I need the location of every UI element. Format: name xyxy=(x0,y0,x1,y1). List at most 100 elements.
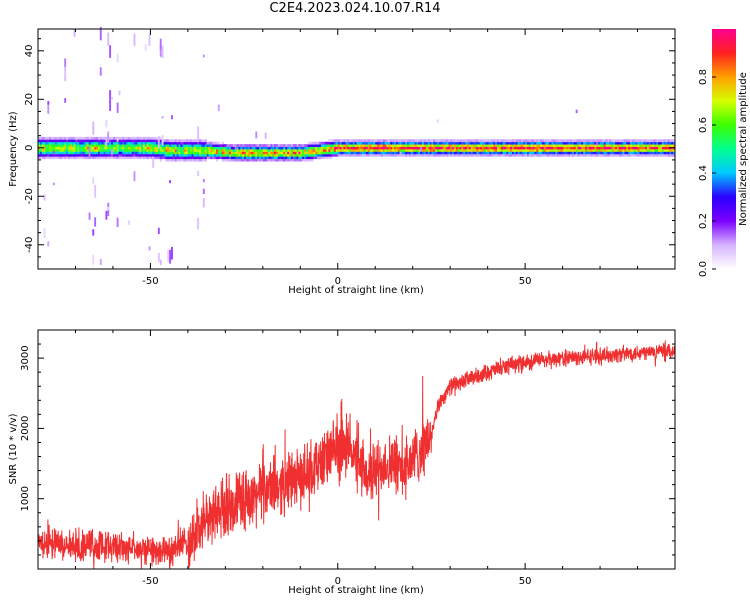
spectrogram-cell xyxy=(195,139,198,143)
spectrogram-cell xyxy=(92,153,95,157)
spectrogram-cell xyxy=(633,146,637,150)
spectrogram-cell xyxy=(322,149,326,152)
spectrogram-cell xyxy=(663,139,667,143)
spectrogram-cell xyxy=(517,151,520,155)
spectrogram-cell xyxy=(112,146,116,150)
spectrogram-cell xyxy=(510,139,513,143)
spectrogram-cell xyxy=(577,153,580,157)
spectrogram-cell xyxy=(352,146,356,150)
spectrogram-cell xyxy=(562,144,565,147)
spectrogram-cell xyxy=(146,153,149,157)
spectrogram-cell xyxy=(69,149,73,152)
spectrogram-cell xyxy=(562,146,565,150)
spectrogram-cell xyxy=(88,139,91,143)
spectrogram-cell xyxy=(418,151,421,155)
spectrogram-cell xyxy=(335,151,339,155)
spectrogram-cell xyxy=(472,144,475,147)
spectrogram-cell xyxy=(330,156,333,160)
spectrogram-cell xyxy=(320,156,324,160)
spectrogram-cell xyxy=(223,158,226,162)
spectrogram-cell xyxy=(92,156,95,160)
spectrogram-cell xyxy=(144,141,148,145)
spectrogram-cell xyxy=(107,144,110,147)
spectrogram-cell xyxy=(444,149,447,152)
spectrogram-cell xyxy=(255,144,258,147)
spectrogram-cell xyxy=(639,146,642,150)
spectrogram-cell xyxy=(92,149,95,152)
spectrogram-cell xyxy=(478,153,481,157)
spectrogram-cell xyxy=(465,149,468,152)
spectrogram-cell xyxy=(422,149,425,152)
spectrogram-cell xyxy=(448,153,451,157)
spectrogram-cell xyxy=(283,156,286,160)
spectrogram-cell xyxy=(191,153,194,157)
spectrogram-cell xyxy=(543,144,547,147)
spectrogram-cell xyxy=(135,139,138,143)
spectrogram-cell xyxy=(620,141,623,145)
spectrogram-cell xyxy=(545,144,548,147)
spectrogram-cell xyxy=(189,149,193,152)
spectrogram-cell xyxy=(287,146,290,150)
spectrogram-cell xyxy=(275,151,279,155)
spectrogram-cell xyxy=(135,141,138,145)
spectrogram-cell xyxy=(150,149,153,152)
spectrogram-cell xyxy=(540,139,543,143)
spectrogram-cell xyxy=(210,141,213,145)
spectrogram-cell xyxy=(58,153,61,157)
spectrogram-cell xyxy=(671,141,674,145)
spectrogram-cell xyxy=(358,146,361,150)
spectrogram-cell xyxy=(305,151,309,155)
spectrogram-cell xyxy=(365,149,369,152)
spectrogram-cell xyxy=(386,149,389,152)
spectrogram-cell xyxy=(167,158,170,162)
spectrogram-cell xyxy=(635,141,638,145)
spectrogram-speckle xyxy=(169,249,172,264)
spectrogram-cell xyxy=(495,146,498,150)
spectrogram-cell xyxy=(519,144,522,147)
spectrogram-cell xyxy=(665,151,668,155)
spectrogram-cell xyxy=(497,149,500,152)
spectrogram-cell xyxy=(86,149,89,152)
spectrogram-cell xyxy=(287,158,290,162)
spectrogram-cell xyxy=(339,144,342,147)
spectrogram-cell xyxy=(116,144,119,147)
spectrogram-cell xyxy=(356,141,359,145)
spectrogram-cell xyxy=(590,153,593,157)
spectrogram-cell xyxy=(440,146,444,150)
spectrogram-cell xyxy=(206,141,209,145)
spectrogram-speckle xyxy=(47,241,50,247)
spectrogram-cell xyxy=(180,139,183,143)
spectrogram-cell xyxy=(204,146,208,150)
spectrogram-cell xyxy=(474,151,477,155)
spectrogram-cell xyxy=(506,153,509,157)
spectrogram-cell xyxy=(407,153,410,157)
spectrogram-cell xyxy=(139,144,142,147)
spectrogram-cell xyxy=(307,149,311,152)
spectrogram-cell xyxy=(483,139,487,143)
spectrogram-cell xyxy=(369,141,372,145)
spectrogram-cell xyxy=(435,153,438,157)
spectrogram-cell xyxy=(457,144,460,147)
spectrogram-cell xyxy=(126,136,129,140)
x-tick-label: -50 xyxy=(142,576,158,587)
spectrogram-cell xyxy=(354,141,357,145)
spectrogram-cell xyxy=(124,151,127,155)
spectrogram-cell xyxy=(195,151,198,155)
spectrogram-cell xyxy=(320,144,324,147)
spectrogram-cell xyxy=(378,144,382,147)
spectrogram-cell xyxy=(197,146,200,150)
spectrogram-cell xyxy=(302,153,305,157)
spectrogram-cell xyxy=(296,151,299,155)
spectrogram-cell xyxy=(257,158,260,162)
spectrogram-cell xyxy=(163,146,166,150)
spectrogram-speckle xyxy=(88,147,91,160)
spectrogram-cell xyxy=(508,151,511,155)
spectrogram-cell xyxy=(212,144,215,147)
spectrogram-cell xyxy=(558,149,562,152)
spectrogram-cell xyxy=(120,149,123,152)
spectrogram-cell xyxy=(118,136,121,140)
spectrogram-cell xyxy=(109,139,112,143)
spectrogram-cell xyxy=(227,153,230,157)
spectrogram-cell xyxy=(362,151,365,155)
